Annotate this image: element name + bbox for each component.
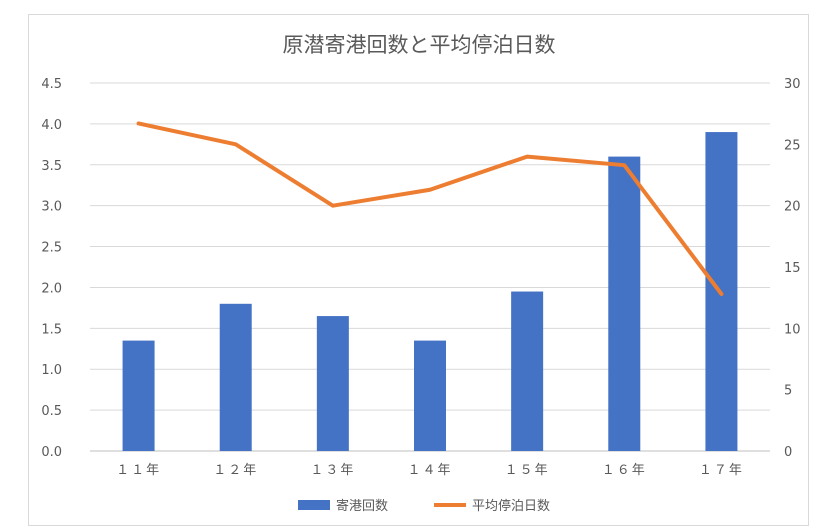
- x-tick-label: １３年: [310, 463, 355, 478]
- chart-title: 原潜寄港回数と平均停泊日数: [283, 33, 556, 57]
- x-tick-label: １４年: [407, 463, 452, 478]
- right-tick-label: 5: [784, 384, 792, 399]
- right-tick-label: 30: [784, 77, 801, 92]
- left-axis-ticks: 0.0 0.5 1.0 1.5 2.0 2.5 3.0 3.5 4.0 4.5: [41, 77, 62, 460]
- legend: 寄港回数 平均停泊日数: [298, 498, 550, 514]
- right-axis-ticks: 0 5 10 15 20 25 30: [784, 77, 801, 460]
- left-tick-label: 4.0: [41, 118, 62, 133]
- line-series: [136, 121, 724, 296]
- bar-series: [122, 132, 738, 452]
- bar: [122, 340, 155, 451]
- left-tick-label: 3.0: [41, 200, 62, 215]
- x-tick-label: １１年: [116, 463, 161, 478]
- legend-label-line: 平均停泊日数: [472, 498, 550, 514]
- x-tick-label: １６年: [602, 463, 647, 478]
- bar: [316, 316, 349, 451]
- left-tick-label: 0.5: [41, 404, 62, 419]
- left-tick-label: 1.0: [41, 363, 62, 378]
- bar: [219, 303, 252, 451]
- right-tick-label: 10: [784, 322, 801, 337]
- line-series-path: [136, 121, 724, 296]
- x-tick-label: １５年: [505, 463, 550, 478]
- x-tick-label: １２年: [213, 463, 258, 478]
- legend-label-bar: 寄港回数: [336, 498, 388, 514]
- x-axis-ticks: １１年 １２年 １３年 １４年 １５年 １６年 １７年: [116, 463, 744, 478]
- left-tick-label: 3.5: [41, 159, 62, 174]
- left-tick-label: 2.0: [41, 281, 62, 296]
- left-tick-label: 0.0: [41, 445, 62, 460]
- bar: [511, 291, 544, 451]
- bar: [414, 340, 446, 451]
- right-tick-label: 25: [784, 138, 801, 153]
- right-tick-label: 20: [784, 200, 801, 215]
- right-tick-label: 0: [784, 445, 792, 460]
- right-tick-label: 15: [784, 261, 801, 276]
- left-tick-label: 2.5: [41, 241, 62, 256]
- legend-swatch-bar: [298, 500, 330, 510]
- left-tick-label: 1.5: [41, 322, 62, 337]
- left-tick-label: 4.5: [41, 77, 62, 92]
- x-tick-label: １７年: [699, 463, 744, 478]
- bar: [608, 156, 641, 451]
